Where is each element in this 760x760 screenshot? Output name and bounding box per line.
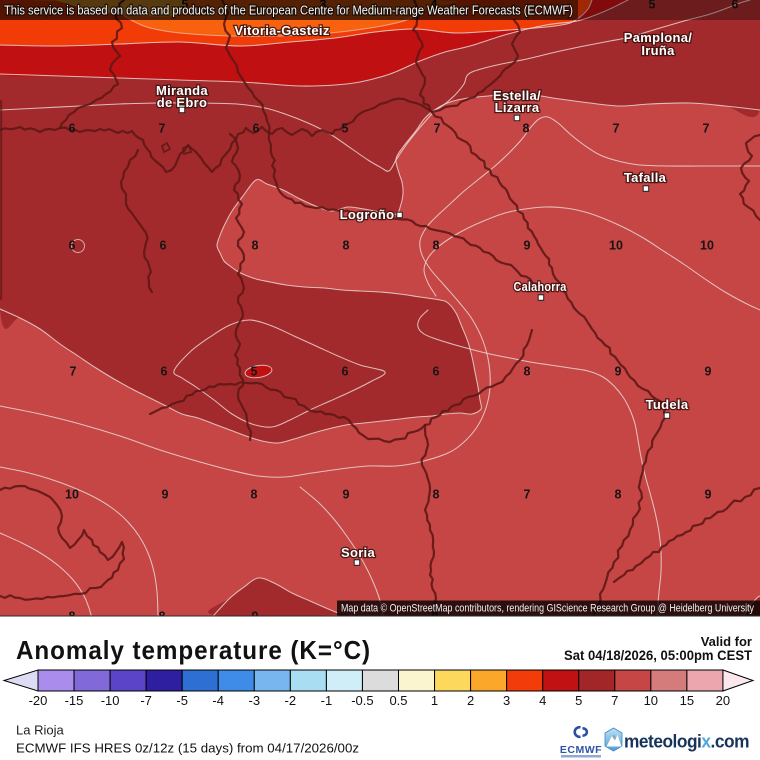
- svg-text:7: 7: [703, 122, 710, 136]
- svg-text:6: 6: [69, 122, 76, 136]
- svg-text:5: 5: [575, 693, 582, 708]
- svg-text:Map data © OpenStreetMap contr: Map data © OpenStreetMap contributors, r…: [341, 603, 754, 615]
- svg-text:7: 7: [434, 122, 441, 136]
- svg-text:7: 7: [611, 693, 618, 708]
- svg-text:8: 8: [159, 610, 166, 624]
- svg-text:20: 20: [716, 693, 730, 708]
- svg-text:-4: -4: [212, 693, 224, 708]
- svg-text:Tudela: Tudela: [646, 397, 689, 412]
- svg-text:9: 9: [162, 488, 169, 502]
- svg-text:5: 5: [342, 122, 349, 136]
- svg-text:2: 2: [467, 693, 474, 708]
- svg-text:Vitoria-Gasteiz: Vitoria-Gasteiz: [234, 23, 329, 38]
- svg-text:5: 5: [251, 365, 258, 379]
- svg-text:10: 10: [644, 693, 658, 708]
- svg-text:10: 10: [609, 239, 623, 253]
- svg-text:ECMWF: ECMWF: [560, 744, 602, 756]
- svg-text:-3: -3: [249, 693, 261, 708]
- svg-text:6: 6: [732, 0, 739, 12]
- svg-text:-5: -5: [176, 693, 188, 708]
- svg-text:Tafalla: Tafalla: [624, 170, 667, 185]
- svg-text:8: 8: [69, 610, 76, 624]
- svg-text:6: 6: [253, 122, 260, 136]
- svg-text:-2: -2: [285, 693, 297, 708]
- svg-text:9: 9: [343, 488, 350, 502]
- svg-text:Valid for: Valid for: [701, 634, 752, 649]
- svg-text:Anomaly temperature (K=°C): Anomaly temperature (K=°C): [16, 635, 371, 665]
- svg-text:-10: -10: [101, 693, 120, 708]
- svg-text:6: 6: [433, 365, 440, 379]
- svg-text:7: 7: [613, 122, 620, 136]
- svg-text:meteologix.com: meteologix.com: [624, 732, 749, 752]
- svg-text:La Rioja: La Rioja: [16, 723, 64, 738]
- svg-text:Lizarra: Lizarra: [495, 100, 540, 115]
- svg-text:-1: -1: [321, 693, 333, 708]
- svg-text:Estella/: Estella/: [493, 88, 541, 103]
- svg-text:0.5: 0.5: [389, 693, 407, 708]
- svg-text:7: 7: [159, 122, 166, 136]
- svg-text:Iruña: Iruña: [641, 43, 675, 58]
- svg-text:8: 8: [251, 488, 258, 502]
- svg-text:9: 9: [615, 365, 622, 379]
- svg-text:8: 8: [252, 239, 259, 253]
- svg-text:10: 10: [65, 488, 79, 502]
- svg-text:15: 15: [680, 693, 694, 708]
- svg-text:de Ebro: de Ebro: [157, 95, 208, 110]
- svg-text:8: 8: [524, 365, 531, 379]
- svg-text:-20: -20: [29, 693, 48, 708]
- svg-text:6: 6: [69, 239, 76, 253]
- svg-text:8: 8: [343, 239, 350, 253]
- svg-text:9: 9: [524, 239, 531, 253]
- svg-text:9: 9: [705, 488, 712, 502]
- svg-text:3: 3: [503, 693, 510, 708]
- svg-text:7: 7: [524, 488, 531, 502]
- svg-text:Miranda: Miranda: [156, 83, 208, 98]
- svg-text:6: 6: [160, 239, 167, 253]
- svg-text:Soria: Soria: [341, 545, 375, 560]
- svg-text:Calahorra: Calahorra: [514, 279, 567, 294]
- svg-text:5: 5: [649, 0, 656, 12]
- svg-text:9: 9: [705, 365, 712, 379]
- svg-text:This service is based on data: This service is based on data and produc…: [4, 4, 573, 18]
- svg-text:-7: -7: [140, 693, 152, 708]
- svg-text:8: 8: [615, 488, 622, 502]
- svg-text:Pamplona/: Pamplona/: [624, 30, 693, 45]
- svg-text:6: 6: [342, 365, 349, 379]
- svg-text:ECMWF IFS HRES 0z/12z (15 days: ECMWF IFS HRES 0z/12z (15 days) from 04/…: [16, 741, 359, 756]
- svg-text:-15: -15: [65, 693, 84, 708]
- svg-text:1: 1: [431, 693, 438, 708]
- svg-text:10: 10: [700, 239, 714, 253]
- svg-text:8: 8: [433, 488, 440, 502]
- svg-text:9: 9: [252, 610, 259, 624]
- svg-text:7: 7: [70, 365, 77, 379]
- svg-text:8: 8: [433, 239, 440, 253]
- svg-text:Sat 04/18/2026, 05:00pm CEST: Sat 04/18/2026, 05:00pm CEST: [564, 648, 753, 663]
- svg-text:-0.5: -0.5: [351, 693, 373, 708]
- svg-text:8: 8: [523, 122, 530, 136]
- svg-text:6: 6: [161, 365, 168, 379]
- svg-text:Logroño: Logroño: [340, 207, 395, 222]
- svg-text:4: 4: [539, 693, 546, 708]
